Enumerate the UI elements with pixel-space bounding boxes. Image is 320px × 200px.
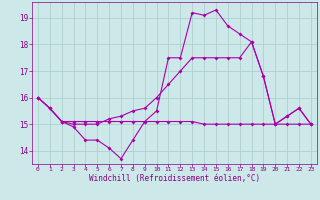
X-axis label: Windchill (Refroidissement éolien,°C): Windchill (Refroidissement éolien,°C) (89, 174, 260, 183)
